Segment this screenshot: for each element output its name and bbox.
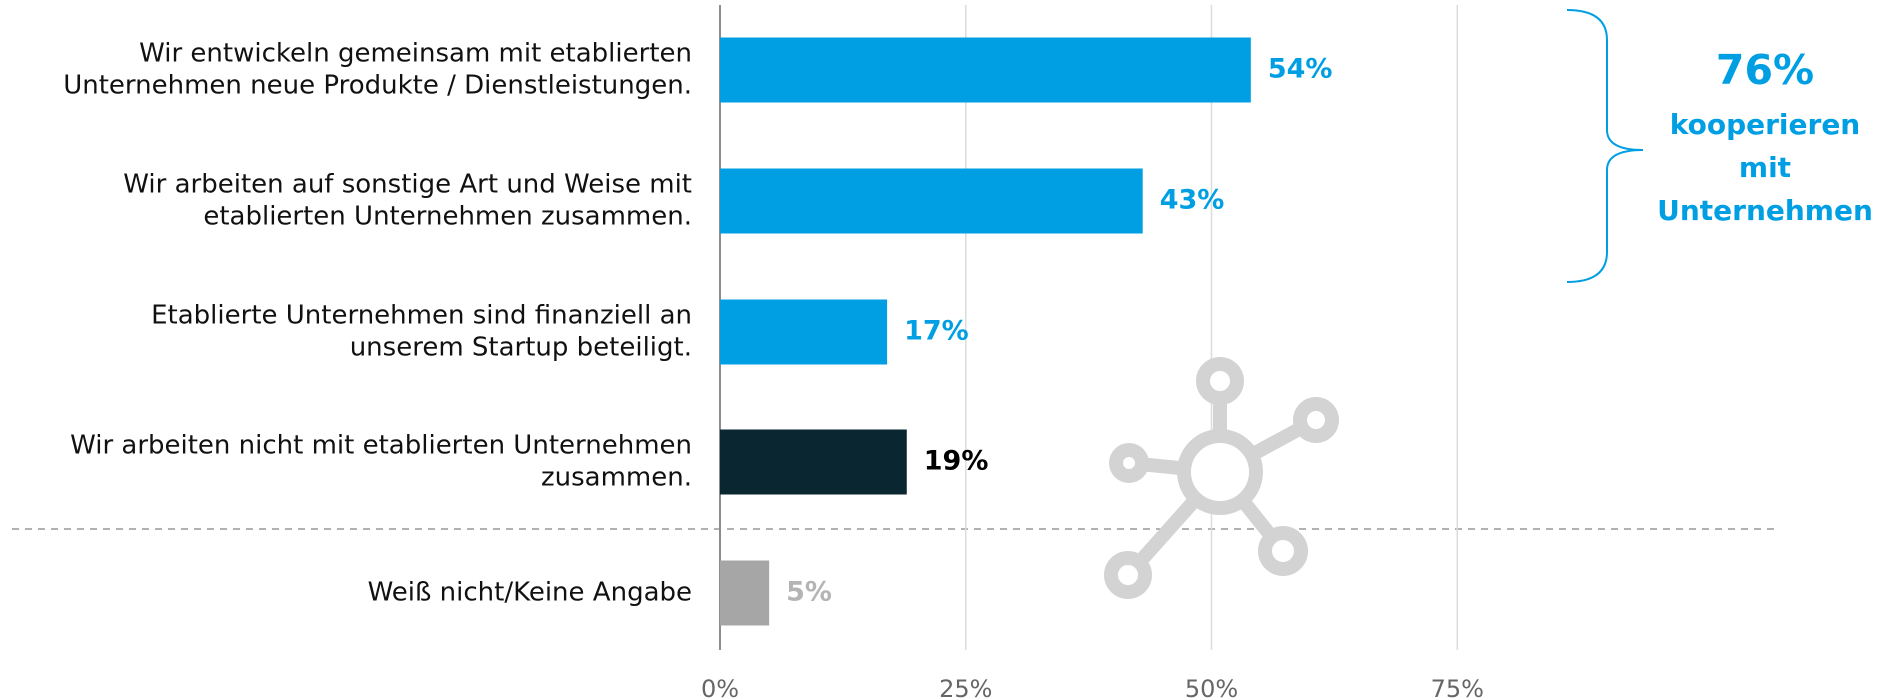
category-label: Wir entwickeln gemeinsam mit etablierten [139, 39, 692, 69]
value-label: 17% [904, 316, 969, 347]
x-tick-label: 75% [1431, 675, 1484, 699]
value-label: 54% [1268, 54, 1333, 85]
annotation-text: Unternehmen [1657, 194, 1873, 227]
category-label: etablierten Unternehmen zusammen. [203, 202, 692, 232]
category-label: Etablierte Unternehmen sind finanziell a… [151, 301, 692, 331]
category-label: zusammen. [541, 463, 692, 493]
x-tick-label: 25% [939, 675, 992, 699]
annotation-text: kooperieren [1670, 108, 1861, 141]
value-label: 5% [786, 577, 832, 608]
network-icon [1104, 357, 1339, 599]
annotation-value: 76% [1716, 46, 1814, 94]
value-label: 43% [1160, 185, 1225, 216]
x-tick-label: 0% [701, 675, 739, 699]
bar [720, 37, 1251, 103]
value-label: 19% [924, 446, 989, 477]
bracket [1566, 9, 1644, 283]
category-label: unserem Startup beteiligt. [350, 333, 692, 363]
annotation-text: mit [1739, 151, 1791, 184]
x-tick-label: 50% [1185, 675, 1238, 699]
bar [720, 560, 770, 626]
bar [720, 299, 888, 365]
category-label: Unternehmen neue Produkte / Dienstleistu… [63, 71, 692, 101]
bar [720, 168, 1143, 234]
bar [720, 429, 907, 495]
category-label: Weiß nicht/Keine Angabe [368, 578, 692, 608]
category-label: Wir arbeiten auf sonstige Art und Weise … [123, 170, 692, 200]
category-label: Wir arbeiten nicht mit etablierten Unter… [70, 431, 692, 461]
